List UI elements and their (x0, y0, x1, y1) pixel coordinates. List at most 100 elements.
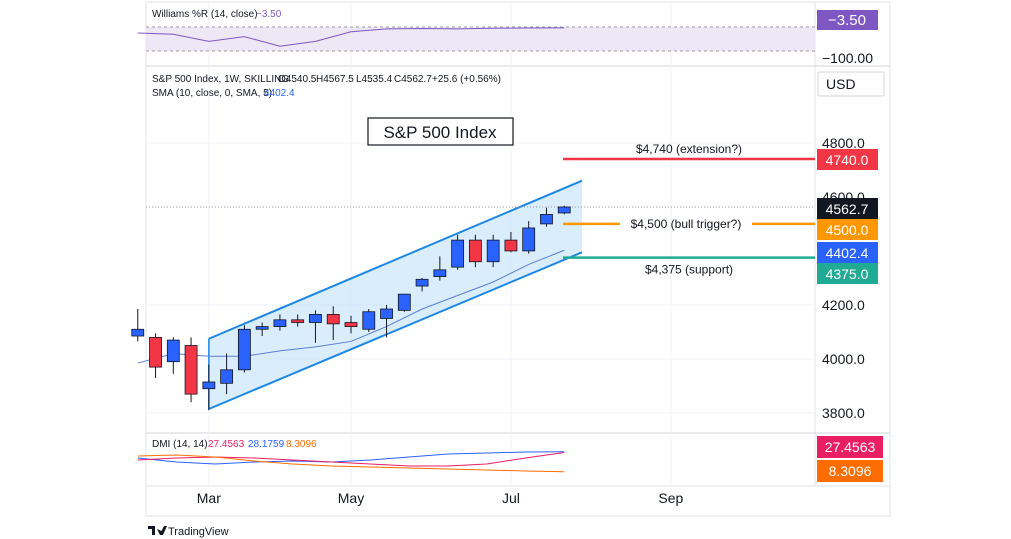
price-tag-4: 4375.0 (817, 263, 878, 284)
price-channel (208, 179, 583, 410)
candles (131, 205, 571, 411)
symbol-label: S&P 500 Index, 1W, SKILLING (152, 74, 289, 85)
currency-box[interactable] (817, 71, 885, 97)
williams-pane: Williams %R (14, close) −3.50 −3.50 −100… (137, 9, 878, 66)
candle-body (540, 214, 553, 225)
price-tag-bg (817, 219, 878, 240)
candle-body (468, 239, 482, 263)
williams-value-tag: −3.50 (828, 12, 866, 29)
ohlc-close: C4562.7 (394, 74, 432, 85)
candle-body (415, 278, 429, 287)
candle-body (486, 239, 500, 263)
candle-21 (504, 232, 518, 253)
candle-body (291, 319, 305, 323)
candle-6 (237, 325, 251, 373)
level-2: $4,375 (support) (563, 256, 815, 277)
level-label: $4,375 (support) (645, 263, 733, 277)
time-label-jul: Jul (502, 490, 520, 506)
candle-22 (522, 221, 536, 254)
ohlc-change: +25.6 (+0.56%) (432, 74, 501, 85)
dmi-label: DMI (14, 14) (152, 439, 208, 450)
tradingview-logo: TradingView (148, 526, 229, 538)
candle-body (504, 239, 518, 252)
candle-24 (557, 205, 571, 215)
candle-body (344, 322, 358, 327)
sma-line (137, 249, 565, 364)
price-tag-label: 4500.0 (826, 222, 869, 238)
price-tick-label: 4000.0 (822, 351, 865, 367)
williams-line (137, 27, 565, 47)
price-tag-label: 4375.0 (826, 266, 869, 282)
price-tick-label: 4200.0 (822, 297, 865, 313)
candle-body (184, 345, 198, 395)
time-label-mar: Mar (197, 490, 221, 506)
ohlc-low: L4535.4 (356, 74, 393, 85)
candle-body (220, 369, 234, 384)
sma-layer (137, 249, 565, 364)
candle-19 (468, 234, 482, 268)
candle-body (362, 311, 376, 330)
candle-body (273, 319, 287, 327)
candle-18 (451, 234, 465, 270)
candle-20 (486, 234, 500, 268)
candle-8 (273, 314, 287, 331)
sma-label: SMA (10, close, 0, SMA, 5) (152, 88, 272, 99)
dmi-adx-line (137, 454, 565, 473)
dmi-tag-2-bg (817, 460, 883, 482)
candle-13 (362, 309, 376, 332)
candle-body (166, 339, 180, 363)
level-1: $4,500 (bull trigger?) (563, 217, 815, 231)
candle-body (202, 381, 216, 390)
time-label-sep: Sep (658, 490, 683, 506)
tradingview-logo-icon (148, 526, 167, 535)
candle-body (149, 336, 162, 368)
price-tick-label: 4800.0 (822, 135, 865, 151)
williams-value-tag-bg (817, 10, 878, 30)
candle-body (309, 314, 322, 323)
candle-12 (344, 315, 358, 334)
time-label-may: May (338, 490, 364, 506)
candle-1 (149, 333, 162, 378)
dmi-value-1: 27.4563 (208, 439, 245, 450)
level-lines: $4,740 (extension?) $4,500 (bull trigger?… (146, 142, 815, 277)
candle-body (397, 293, 411, 311)
candle-body (131, 328, 145, 337)
dmi-plus-line (137, 451, 565, 465)
candle-body (433, 269, 447, 277)
candle-14 (380, 304, 393, 338)
price-tag-1: 4562.7 (817, 198, 878, 219)
candle-body (326, 314, 340, 325)
ohlc-open: O4540.5 (278, 74, 317, 85)
candle-body (557, 206, 571, 214)
candle-4 (202, 364, 216, 411)
candle-16 (415, 277, 429, 292)
williams-band (146, 27, 815, 51)
price-tags: 4740.0 4562.7 4500.0 4402.4 4375.0 (817, 149, 878, 284)
williams-label: Williams %R (14, close) (152, 9, 258, 20)
price-tag-bg (817, 198, 878, 219)
dmi-tag-1-bg (817, 436, 883, 458)
price-tag-label: 4402.4 (826, 245, 869, 261)
price-tag-2: 4500.0 (817, 219, 878, 240)
ohlc-high: H4567.5 (316, 74, 354, 85)
candle-0 (131, 309, 145, 342)
dmi-pane: DMI (14, 14) 27.4563 28.1759 8.3096 27.4… (137, 436, 883, 482)
williams-axis-label: −100.00 (822, 50, 873, 66)
candle-body (522, 227, 536, 252)
candle-body (451, 239, 465, 268)
price-tag-bg (817, 263, 878, 284)
candle-11 (326, 306, 340, 341)
level-label: $4,500 (bull trigger?) (631, 217, 742, 231)
currency-label: USD (826, 76, 856, 92)
dmi-tag-2: 8.3096 (829, 463, 872, 479)
sma-value: 4402.4 (264, 88, 295, 99)
price-tag-3: 4402.4 (817, 242, 878, 263)
candle-10 (309, 310, 322, 343)
chart-title-box (367, 117, 514, 146)
candle-body (255, 326, 269, 330)
level-0: $4,740 (extension?) (563, 142, 815, 161)
tradingview-brand: TradingView (168, 526, 229, 538)
price-tag-label: 4562.7 (826, 201, 869, 217)
dmi-value-3: 8.3096 (286, 439, 317, 450)
